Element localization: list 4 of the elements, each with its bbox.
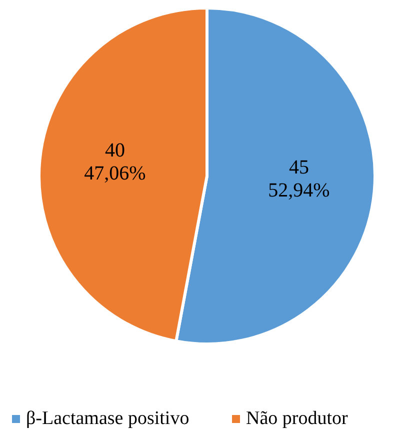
- data-label: 40 47,06%: [84, 139, 146, 184]
- legend-label: Não produtor: [246, 408, 349, 429]
- data-label: 45 52,94%: [268, 156, 330, 202]
- legend-label: β-Lactamase positivo: [26, 408, 190, 429]
